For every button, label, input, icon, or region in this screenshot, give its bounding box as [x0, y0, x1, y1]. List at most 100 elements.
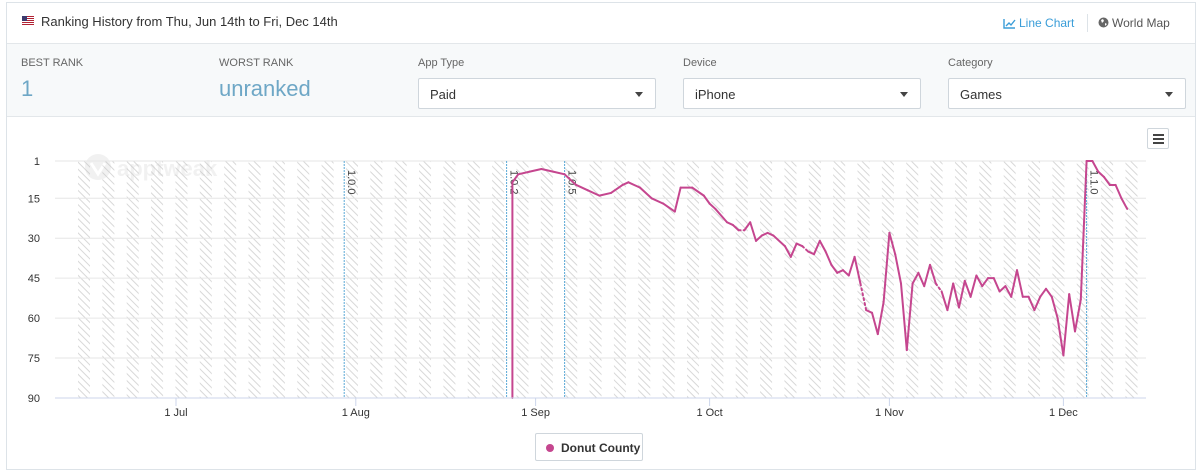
- data-point[interactable]: [859, 282, 862, 285]
- data-point[interactable]: [900, 282, 902, 285]
- data-point[interactable]: [981, 285, 983, 287]
- data-point[interactable]: [662, 202, 664, 205]
- data-point[interactable]: [708, 202, 711, 205]
- data-point[interactable]: [987, 277, 989, 279]
- data-point[interactable]: [975, 274, 978, 277]
- data-point[interactable]: [836, 272, 838, 274]
- data-point[interactable]: [1085, 160, 1088, 162]
- data-point[interactable]: [639, 186, 641, 189]
- version-marker-label[interactable]: 1.1.0: [1088, 170, 1100, 194]
- data-point[interactable]: [929, 264, 931, 266]
- data-point[interactable]: [952, 282, 954, 285]
- data-point[interactable]: [766, 232, 769, 234]
- data-point[interactable]: [1027, 296, 1030, 298]
- data-point[interactable]: [621, 184, 624, 186]
- data-point[interactable]: [749, 221, 751, 224]
- data-point[interactable]: [964, 280, 966, 282]
- data-point[interactable]: [882, 301, 885, 303]
- data-point[interactable]: [894, 253, 896, 256]
- data-point[interactable]: [732, 224, 734, 226]
- data-point[interactable]: [575, 184, 577, 186]
- data-point[interactable]: [1051, 296, 1053, 298]
- data-point[interactable]: [587, 189, 589, 192]
- data-point[interactable]: [529, 170, 531, 173]
- data-point[interactable]: [830, 264, 833, 266]
- chart-menu-button[interactable]: [1147, 128, 1169, 149]
- data-point[interactable]: [610, 192, 612, 194]
- data-point[interactable]: [627, 181, 630, 184]
- data-point[interactable]: [958, 306, 960, 309]
- data-point[interactable]: [703, 194, 705, 197]
- data-point[interactable]: [1004, 285, 1007, 287]
- data-point[interactable]: [726, 221, 728, 224]
- version-marker-label[interactable]: 1.0.0: [345, 170, 357, 194]
- data-point[interactable]: [1114, 184, 1117, 186]
- data-point[interactable]: [1091, 160, 1094, 162]
- data-point[interactable]: [906, 349, 908, 351]
- data-point[interactable]: [813, 253, 815, 256]
- data-point[interactable]: [946, 309, 949, 311]
- data-point[interactable]: [552, 170, 554, 173]
- data-point[interactable]: [1062, 354, 1065, 357]
- legend-item-donut-county[interactable]: Donut County: [535, 433, 643, 461]
- data-point[interactable]: [1126, 208, 1128, 210]
- device-select[interactable]: iPhone: [683, 78, 921, 109]
- data-point[interactable]: [790, 256, 792, 258]
- data-point[interactable]: [824, 250, 827, 253]
- data-point[interactable]: [563, 173, 566, 176]
- data-point[interactable]: [679, 186, 682, 189]
- data-point[interactable]: [1010, 296, 1012, 298]
- data-point[interactable]: [1016, 269, 1018, 271]
- data-point[interactable]: [911, 282, 914, 285]
- data-point[interactable]: [1097, 170, 1099, 173]
- app-type-select[interactable]: Paid: [418, 78, 656, 109]
- data-point[interactable]: [795, 242, 798, 245]
- data-point[interactable]: [511, 181, 514, 184]
- category-select[interactable]: Games: [948, 78, 1186, 109]
- data-point[interactable]: [761, 234, 763, 237]
- version-marker-label[interactable]: 1.0.5: [566, 170, 578, 194]
- data-point[interactable]: [1022, 296, 1024, 298]
- data-point[interactable]: [598, 194, 601, 197]
- data-point[interactable]: [848, 274, 850, 277]
- data-point[interactable]: [923, 285, 925, 287]
- data-point[interactable]: [940, 290, 943, 293]
- data-point[interactable]: [1109, 184, 1111, 186]
- data-point[interactable]: [888, 232, 891, 234]
- data-point[interactable]: [1103, 176, 1105, 178]
- data-point[interactable]: [1039, 296, 1041, 298]
- data-point[interactable]: [819, 240, 821, 242]
- data-point[interactable]: [772, 234, 775, 237]
- data-point[interactable]: [865, 309, 867, 311]
- data-point[interactable]: [1068, 293, 1070, 295]
- data-point[interactable]: [1120, 197, 1123, 200]
- data-point[interactable]: [755, 240, 757, 242]
- data-point[interactable]: [871, 311, 873, 314]
- data-point[interactable]: [801, 245, 804, 248]
- data-point[interactable]: [853, 256, 856, 258]
- data-point[interactable]: [743, 229, 746, 232]
- data-point[interactable]: [842, 269, 844, 271]
- data-point[interactable]: [517, 173, 519, 176]
- data-point[interactable]: [998, 290, 1001, 293]
- data-point[interactable]: [1045, 288, 1047, 290]
- data-point[interactable]: [784, 245, 786, 248]
- world-map-toggle[interactable]: World Map: [1098, 16, 1170, 30]
- data-point[interactable]: [993, 277, 995, 279]
- data-point[interactable]: [877, 333, 879, 335]
- line-chart-toggle[interactable]: Line Chart: [1003, 16, 1074, 30]
- data-point[interactable]: [1056, 317, 1059, 319]
- data-point[interactable]: [807, 250, 809, 253]
- data-point[interactable]: [650, 197, 653, 200]
- data-point[interactable]: [1080, 298, 1082, 301]
- data-point[interactable]: [674, 210, 676, 213]
- data-point[interactable]: [969, 296, 972, 298]
- data-point[interactable]: [691, 186, 693, 189]
- data-point[interactable]: [917, 272, 920, 274]
- data-point[interactable]: [540, 168, 543, 170]
- data-point[interactable]: [1074, 330, 1076, 333]
- data-point[interactable]: [935, 282, 937, 285]
- data-point[interactable]: [737, 229, 740, 232]
- data-point[interactable]: [1033, 309, 1036, 311]
- data-point[interactable]: [714, 208, 717, 210]
